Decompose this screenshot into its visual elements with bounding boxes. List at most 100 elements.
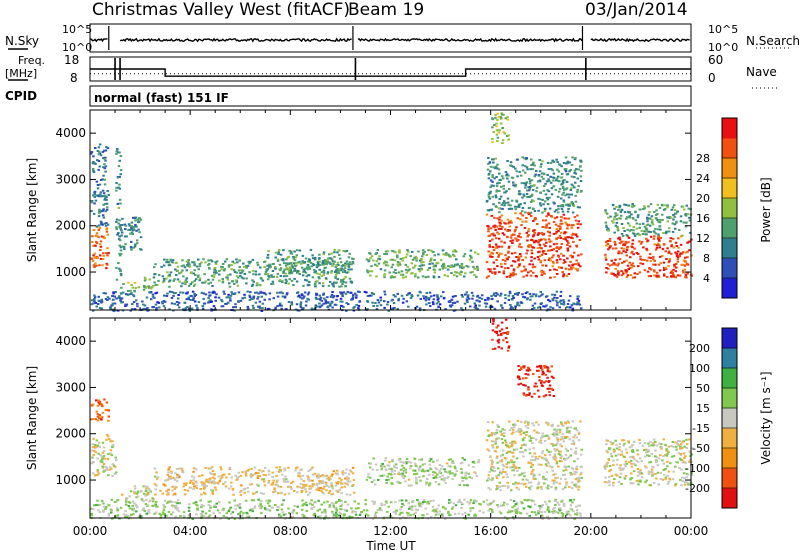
heatmap-cell [526,394,529,396]
heatmap-cell [490,462,494,465]
heatmap-cell [512,268,516,271]
heatmap-cell [511,307,515,310]
heatmap-cell [636,273,639,275]
heatmap-cell [118,226,122,229]
heatmap-cell [117,309,120,312]
heatmap-cell [350,280,353,283]
heatmap-cell [638,223,642,226]
heatmap-cell [504,117,507,120]
heatmap-cell [332,281,336,284]
heatmap-cell [627,222,630,225]
heatmap-cell [499,454,503,457]
heatmap-cell [97,399,101,402]
heatmap-cell [461,457,464,460]
heatmap-cell [285,258,288,261]
heatmap-cell [574,427,577,430]
heatmap-cell [533,429,536,432]
heatmap-cell [144,308,148,311]
heatmap-cell [485,261,489,264]
heatmap-cell [686,443,689,446]
power-panel-frame [89,109,692,311]
heatmap-cell [189,299,192,301]
heatmap-cell [570,163,574,166]
heatmap-cell [567,204,570,207]
heatmap-cell [319,296,323,299]
heatmap-cell [489,488,492,491]
heatmap-cell [515,239,519,242]
heatmap-cell [105,267,108,270]
heatmap-cell [157,279,160,282]
heatmap-cell [523,471,526,474]
heatmap-cell [487,275,490,278]
heatmap-cell [504,174,508,177]
heatmap-cell [220,268,223,271]
heatmap-cell [478,296,481,299]
heatmap-cell [340,285,343,288]
heatmap-cell [316,280,319,283]
heatmap-cell [239,272,242,275]
noise-left-bottom: 10^0 [62,41,92,54]
heatmap-cell [401,259,404,262]
heatmap-cell [487,250,490,253]
heatmap-cell [398,261,401,264]
heatmap-cell [118,267,121,270]
heatmap-cell [496,136,500,139]
heatmap-cell [659,477,663,480]
heatmap-cell [368,270,372,273]
heatmap-cell [413,256,416,259]
heatmap-cell [425,481,428,484]
heatmap-cell [318,294,322,297]
heatmap-cell [104,159,107,162]
heatmap-cell [644,481,647,484]
heatmap-cell [528,187,531,190]
heatmap-cell [558,460,562,463]
heatmap-cell [518,243,522,246]
heatmap-cell [167,510,171,513]
heatmap-cell [648,461,651,464]
heatmap-cell [132,301,136,303]
heatmap-cell [490,306,494,308]
heatmap-cell [227,264,231,267]
heatmap-cell [688,460,691,463]
heatmap-cell [560,252,563,255]
heatmap-cell [504,294,507,297]
heatmap-cell [332,285,335,288]
heatmap-cell [129,232,132,235]
heatmap-cell [506,333,509,335]
heatmap-cell [500,347,503,350]
heatmap-cell [550,187,554,190]
heatmap-cell [309,248,313,251]
heatmap-cell [486,199,489,202]
heatmap-cell [192,487,195,490]
heatmap-cell [670,244,673,246]
heatmap-cell [527,245,530,248]
heatmap-cell [294,467,298,470]
heatmap-cell [443,479,446,482]
heatmap-cell [655,274,658,277]
heatmap-cell [200,504,203,507]
heatmap-cell [527,481,531,484]
heatmap-cell [207,263,210,266]
heatmap-cell [104,298,108,300]
heatmap-cell [656,203,660,206]
heatmap-cell [488,243,491,246]
heatmap-cell [166,258,169,261]
heatmap-cell [553,510,557,513]
heatmap-cell [115,186,118,189]
heatmap-cell [517,259,520,262]
heatmap-cell [242,277,245,280]
heatmap-cell [542,177,545,180]
heatmap-cell [96,470,100,473]
heatmap-cell [614,247,618,250]
heatmap-cell [538,180,542,183]
heatmap-cell [558,300,562,303]
heatmap-cell [293,267,297,270]
heatmap-cell [645,249,649,252]
heatmap-cell [548,394,551,397]
heatmap-cell [248,295,252,298]
heatmap-cell [542,251,545,254]
heatmap-cell [555,460,559,463]
heatmap-cell [224,485,228,488]
heatmap-cell [658,225,662,228]
heatmap-cell [397,458,401,461]
